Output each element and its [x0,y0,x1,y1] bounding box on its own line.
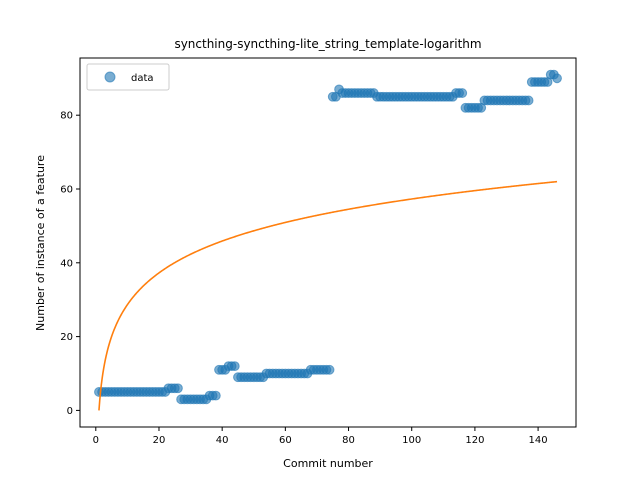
x-tick-label: 140 [529,435,548,446]
data-point [523,95,534,106]
tick-layer: 0 20 40 60 80 100 120 140 0 20 40 60 80 [60,111,547,446]
x-tick-label: 120 [465,435,484,446]
legend: data [86,63,170,91]
x-tick-label: 80 [342,435,355,446]
fit-line [98,180,558,411]
data-point [173,383,183,394]
x-tick-label: 0 [93,435,99,446]
data-point [324,364,335,375]
data-point [552,73,562,84]
x-tick-label: 60 [279,435,292,446]
y-tick-label: 60 [60,184,73,195]
legend-label-data: data [131,73,154,84]
axes-frame [79,57,577,428]
axes-spines [79,57,577,428]
x-tick-label: 100 [402,435,421,446]
x-tick-label: 40 [216,435,229,446]
plot-layer [94,69,562,411]
y-tick-label: 40 [60,258,73,269]
data-point [210,390,221,401]
chart-title: syncthing-syncthing-lite_string_template… [174,37,481,51]
y-axis-label: Number of instance of a feature [34,155,47,331]
x-tick-label: 20 [153,435,166,446]
legend-box [86,63,170,91]
data-point [229,361,240,372]
data-point [457,88,468,98]
legend-marker-data [104,71,116,83]
y-tick-label: 80 [60,111,73,122]
y-tick-label: 0 [67,406,73,417]
y-tick-label: 20 [60,332,73,343]
x-axis-label: Commit number [283,457,373,470]
